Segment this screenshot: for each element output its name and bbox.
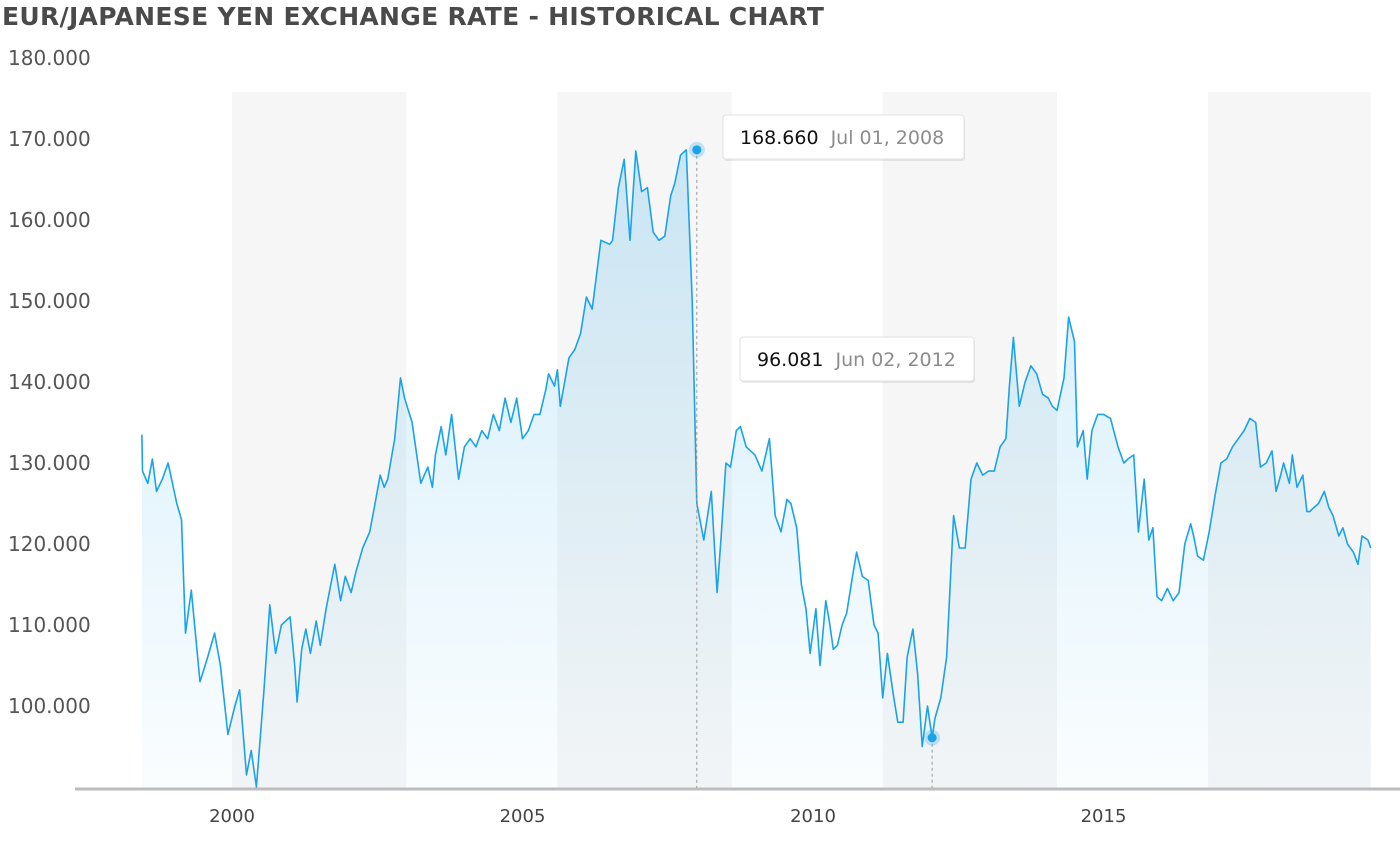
- highlight-point[interactable]: [927, 733, 937, 743]
- tooltip-value: 168.660: [740, 127, 819, 149]
- y-tick-label: 160.000: [8, 208, 91, 232]
- highlight-point[interactable]: [692, 145, 702, 155]
- tooltip-box: [739, 336, 975, 382]
- highlight-tooltips: 168.660 Jul 01, 2008 96.081 Jun 02, 2012: [688, 114, 975, 788]
- tooltip-box: [722, 114, 965, 160]
- series-line: [141, 149, 1372, 788]
- y-tick-label: 180.000: [8, 46, 91, 70]
- x-tick-label: 2010: [790, 806, 836, 827]
- y-axis: 100.000 110.000 120.000 130.000 140.000 150.0…: [8, 46, 91, 718]
- y-tick-label: 110.000: [8, 613, 91, 637]
- y-tick-label: 150.000: [8, 289, 91, 313]
- x-tick-label: 2005: [500, 806, 546, 827]
- y-tick-label: 170.000: [8, 127, 91, 151]
- chart-title: EUR/JAPANESE YEN EXCHANGE RATE - HISTORI…: [2, 2, 825, 31]
- y-tick-label: 130.000: [8, 451, 91, 475]
- series-area: [141, 149, 1371, 788]
- x-tick-label: 2000: [209, 806, 255, 827]
- x-tick-label: 2015: [1081, 806, 1127, 827]
- tooltip-date: Jun 02, 2012: [834, 349, 955, 371]
- tooltip-value: 96.081: [757, 349, 823, 371]
- y-tick-label: 120.000: [8, 532, 91, 556]
- tooltip-date: Jul 01, 2008: [830, 127, 945, 149]
- y-tick-label: 140.000: [8, 370, 91, 394]
- x-axis: 2000 2005 2010 2015: [75, 787, 1400, 827]
- y-tick-label: 100.000: [8, 694, 91, 718]
- plot-area: [141, 149, 1372, 788]
